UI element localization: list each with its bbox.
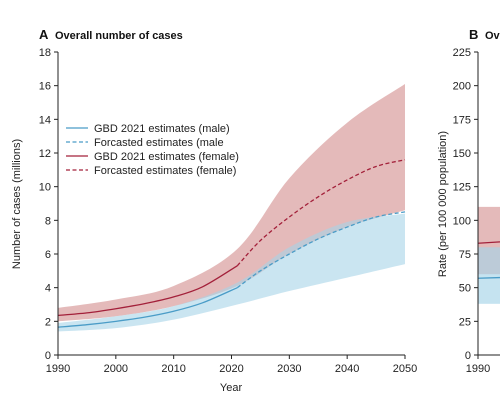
x-tick-label: 1990 [46,363,70,375]
panel-b-male-band [478,247,500,304]
y-tick-label: 18 [39,47,51,59]
panel-b-title: Ov [485,30,500,42]
y-tick-label: 6 [45,249,51,261]
legend-label-forcasted-estimates-male: Forcasted estimates (male [94,137,224,149]
y-tick-label: 2 [45,316,51,328]
panel-a-y-axis-label: Number of cases (millions) [11,139,23,269]
legend-label-forcasted-estimates-female: Forcasted estimates (female) [94,165,236,177]
panel-a-lines [57,159,406,328]
panel-a-x-axis-label: Year [220,382,243,394]
y-tick-label: 8 [45,215,51,227]
panel-b-y-tick-label: 25 [459,316,471,328]
panel-b-y-tick-label: 75 [459,249,471,261]
panel-b-y-tick-label: 175 [453,114,471,126]
x-tick-label: 2050 [393,363,417,375]
panel-b-y-tick-label: 225 [453,47,471,59]
band-male [58,213,405,332]
legend-label-gbd-2021-estimates-male: GBD 2021 estimates (male) [94,123,230,135]
panel-b-y-tick-label: 150 [453,148,471,160]
series-line-gbd-2021-estimates-female [57,265,238,317]
panel-b-y-tick-label: 0 [465,350,471,362]
y-tick-label: 14 [39,114,51,126]
y-tick-label: 16 [39,81,51,93]
panel-b-male-line [477,276,500,279]
x-tick-label: 2030 [277,363,301,375]
panel-a-legend: GBD 2021 estimates (male) Forcasted estim… [66,123,239,177]
panel-b-y-tick-label: 100 [453,215,471,227]
panel-b-y-tick-label: 200 [453,81,471,93]
x-tick-label: 2000 [104,363,128,375]
x-tick-label: 2040 [335,363,359,375]
series-line-gbd-2021-estimates-male [57,287,238,328]
y-tick-label: 12 [39,148,51,160]
panel-b-female-line [477,241,500,244]
panel-b-plot [477,206,500,304]
legend-label-gbd-2021-estimates-female: GBD 2021 estimates (female) [94,151,239,163]
panel-b-axes: 0 25 50 75 100 125 150 175 200 225 1990 [453,47,500,375]
series-line-forcasted-estimates-male [236,211,406,289]
panel-a-title: Overall number of cases [55,30,183,42]
series-line-forcasted-estimates-female [236,159,406,267]
panel-a-axes: 0 2 4 6 8 10 12 14 16 18 1990 2000 2010 2020 2030 2040 2… [39,47,417,375]
x-tick-label: 2010 [161,363,185,375]
y-tick-label: 0 [45,350,51,362]
panel-b-letter: B [469,27,478,42]
panel-a-bands [58,83,405,332]
x-tick-label: 2020 [219,363,243,375]
panel-b-y-axis-label: Rate (per 100 000 population) [437,131,449,277]
panel-b-y-tick-label: 125 [453,182,471,194]
band-female [58,83,405,322]
y-tick-label: 4 [45,283,51,295]
panel-a-letter: A [39,27,49,42]
panel-b-y-tick-label: 50 [459,283,471,295]
y-tick-label: 10 [39,182,51,194]
panel-b-x-tick-label: 1990 [466,363,490,375]
